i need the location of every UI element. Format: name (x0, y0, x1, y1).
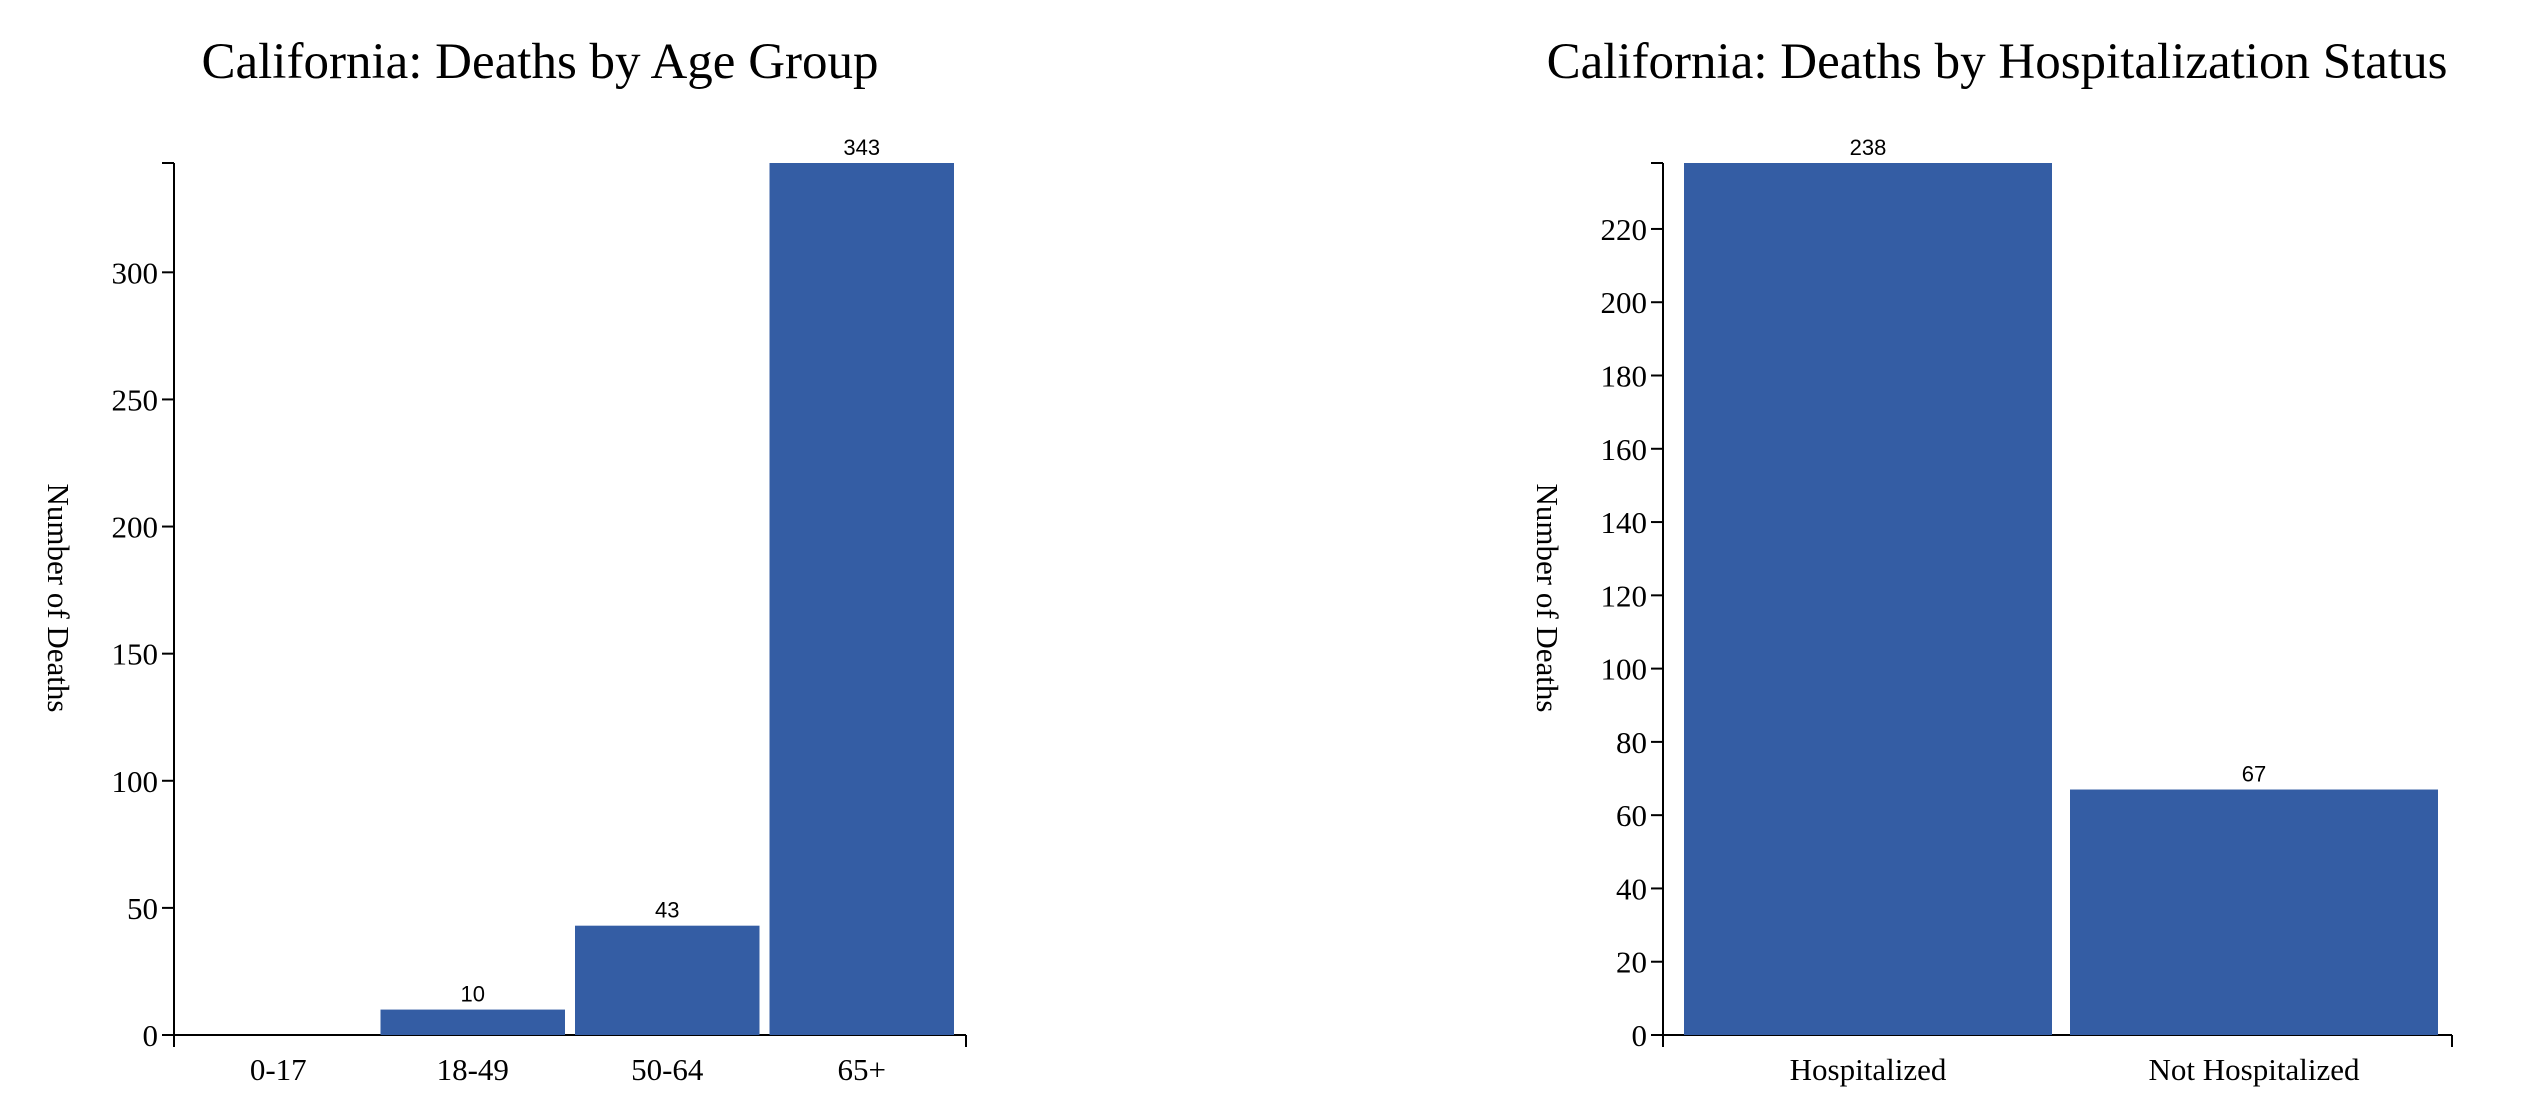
y-tick-label: 180 (1601, 359, 1648, 394)
chart-title: California: Deaths by Age Group (201, 34, 878, 90)
y-tick-label: 300 (112, 255, 159, 290)
x-tick-label: 65+ (838, 1052, 886, 1087)
y-axis-label: Number of Deaths (1530, 484, 1565, 713)
y-tick-label: 40 (1616, 871, 1647, 906)
bar-value-label: 10 (461, 982, 485, 1007)
bar-value-label: 43 (655, 898, 679, 923)
x-tick-label: 0-17 (250, 1052, 307, 1087)
hospitalization-chart: California: Deaths by Hospitalization St… (1530, 34, 2453, 1087)
y-tick-label: 50 (127, 891, 158, 926)
y-tick-label: 250 (112, 382, 159, 417)
y-tick-label: 150 (112, 637, 159, 672)
y-tick-label: 200 (112, 510, 159, 545)
x-tick-label: 50-64 (631, 1052, 704, 1087)
y-tick-label: 100 (1601, 652, 1648, 687)
chart-title: California: Deaths by Hospitalization St… (1547, 34, 2448, 90)
age-group-chart: California: Deaths by Age Group Number o… (41, 34, 967, 1087)
bar (1684, 163, 2052, 1035)
x-tick-label: Not Hospitalized (2149, 1052, 2360, 1087)
y-tick-label: 20 (1616, 945, 1647, 980)
y-axis-label: Number of Deaths (41, 484, 76, 713)
bars: 10 43 343 (380, 135, 954, 1035)
bar (575, 925, 760, 1035)
y-tick-label: 160 (1601, 432, 1648, 467)
y-tick-label: 80 (1616, 725, 1647, 760)
bars: 238 67 (1684, 135, 2438, 1035)
bar (769, 163, 954, 1035)
y-tick-label: 100 (112, 764, 159, 799)
y-tick-label: 0 (1632, 1018, 1648, 1053)
y-tick-label: 220 (1601, 212, 1648, 247)
bar (380, 1009, 565, 1035)
y-tick-label: 60 (1616, 798, 1647, 833)
bar-value-label: 67 (2242, 762, 2266, 787)
y-tick-label: 0 (143, 1018, 159, 1053)
x-tick-label: 18-49 (437, 1052, 509, 1087)
bar-value-label: 238 (1850, 135, 1887, 160)
x-tick-label: Hospitalized (1790, 1052, 1947, 1087)
y-tick-label: 120 (1601, 578, 1648, 613)
bar (2070, 789, 2438, 1035)
axes: 0 50 100 150 200 250 300 0-17 18-49 50-64 65+ (112, 162, 967, 1087)
y-tick-label: 200 (1601, 285, 1648, 320)
axes: 0 20 40 60 80 100 120 140 160 180 200 220 Hospitaliz… (1601, 162, 2453, 1087)
bar-value-label: 343 (843, 135, 880, 160)
y-tick-label: 140 (1601, 505, 1648, 540)
